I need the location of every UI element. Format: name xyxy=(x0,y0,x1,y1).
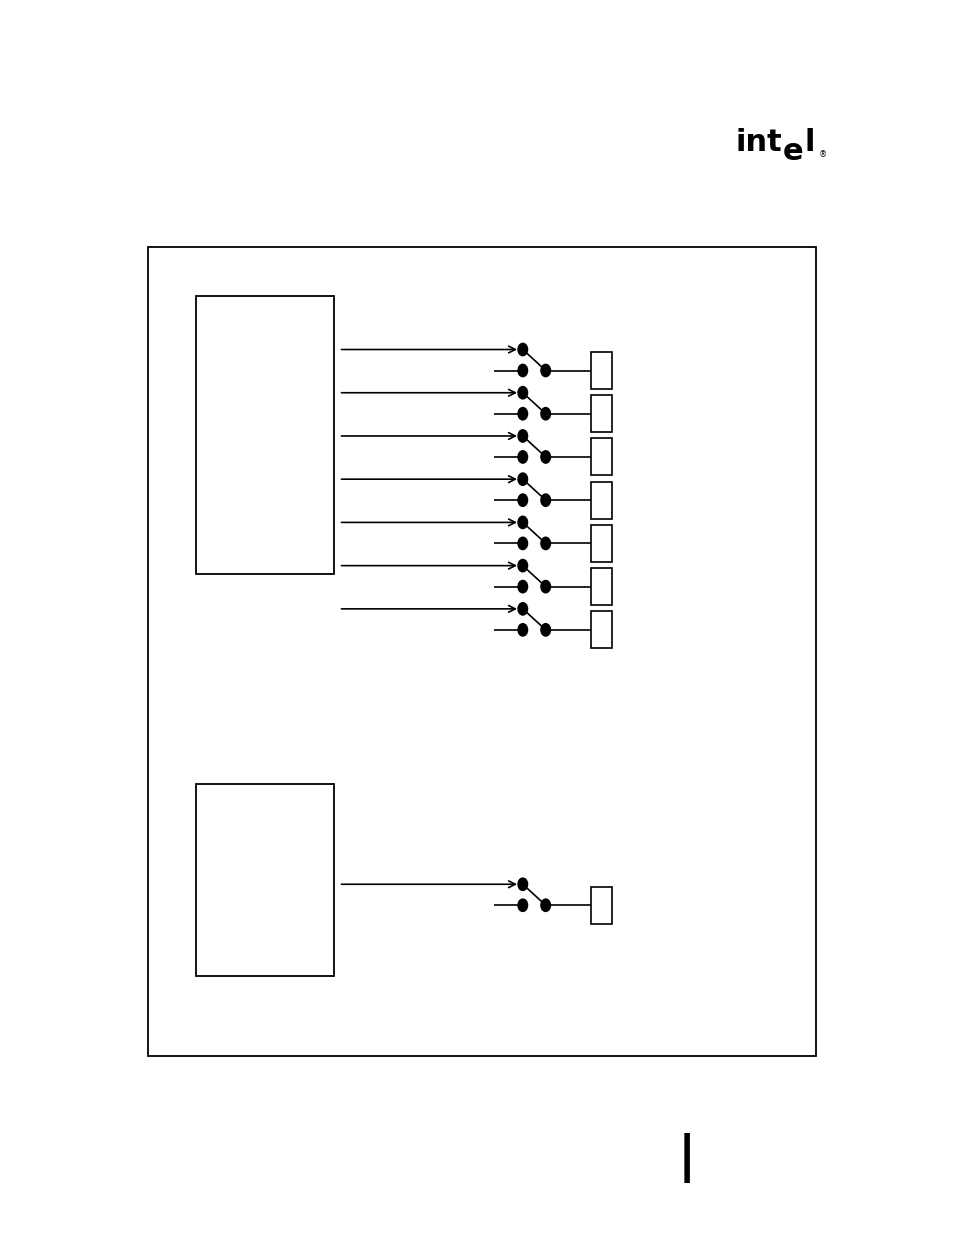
Circle shape xyxy=(540,451,550,463)
Bar xyxy=(591,352,612,389)
Circle shape xyxy=(540,364,550,377)
Text: l: l xyxy=(803,127,814,157)
Circle shape xyxy=(517,451,527,463)
Text: |: | xyxy=(677,1134,696,1183)
Bar xyxy=(591,438,612,475)
Bar xyxy=(195,784,334,976)
Circle shape xyxy=(540,580,550,593)
Circle shape xyxy=(540,624,550,636)
Circle shape xyxy=(540,408,550,420)
Bar xyxy=(591,568,612,605)
Circle shape xyxy=(517,603,527,615)
Circle shape xyxy=(517,516,527,529)
Circle shape xyxy=(517,580,527,593)
Bar xyxy=(591,482,612,519)
Circle shape xyxy=(517,408,527,420)
Bar xyxy=(148,247,815,1056)
Text: e: e xyxy=(781,137,802,167)
Circle shape xyxy=(517,343,527,356)
Bar xyxy=(591,887,612,924)
Bar xyxy=(591,611,612,648)
Circle shape xyxy=(517,473,527,485)
Text: ®: ® xyxy=(818,149,826,159)
Circle shape xyxy=(540,494,550,506)
Bar xyxy=(591,525,612,562)
Circle shape xyxy=(517,878,527,890)
Circle shape xyxy=(517,624,527,636)
Circle shape xyxy=(517,537,527,550)
Circle shape xyxy=(517,899,527,911)
Circle shape xyxy=(517,430,527,442)
Circle shape xyxy=(517,494,527,506)
Bar xyxy=(591,395,612,432)
Circle shape xyxy=(517,364,527,377)
Circle shape xyxy=(517,559,527,572)
Circle shape xyxy=(540,899,550,911)
Text: int: int xyxy=(735,127,781,157)
Circle shape xyxy=(540,537,550,550)
Circle shape xyxy=(517,387,527,399)
Bar xyxy=(195,296,334,574)
